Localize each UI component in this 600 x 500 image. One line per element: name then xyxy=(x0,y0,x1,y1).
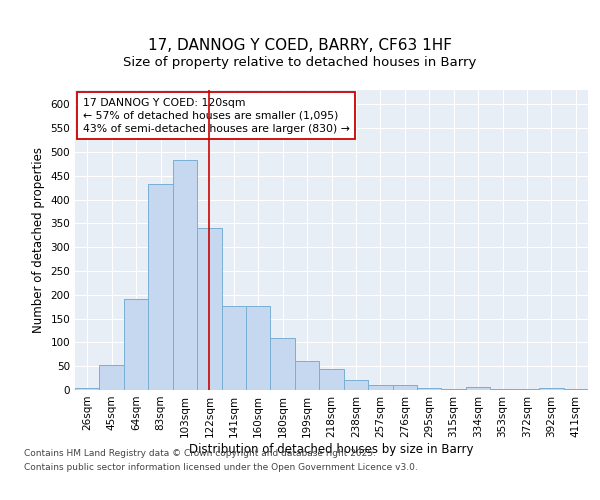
Bar xyxy=(221,306,246,390)
Bar xyxy=(563,389,588,390)
Bar xyxy=(246,306,271,390)
Bar xyxy=(197,228,221,390)
Bar xyxy=(392,385,417,390)
Y-axis label: Number of detached properties: Number of detached properties xyxy=(32,147,45,333)
Bar xyxy=(490,389,515,390)
Bar xyxy=(124,298,148,390)
Text: 17 DANNOG Y COED: 120sqm
← 57% of detached houses are smaller (1,095)
43% of sem: 17 DANNOG Y COED: 120sqm ← 57% of detach… xyxy=(83,98,350,134)
Text: Contains HM Land Registry data © Crown copyright and database right 2025.: Contains HM Land Registry data © Crown c… xyxy=(24,448,376,458)
Text: Size of property relative to detached houses in Barry: Size of property relative to detached ho… xyxy=(124,56,476,69)
Bar xyxy=(539,388,563,390)
Bar xyxy=(344,380,368,390)
Bar xyxy=(100,365,124,390)
Bar xyxy=(75,388,100,390)
Bar xyxy=(466,386,490,390)
Bar xyxy=(515,389,539,390)
Text: 17, DANNOG Y COED, BARRY, CF63 1HF: 17, DANNOG Y COED, BARRY, CF63 1HF xyxy=(148,38,452,52)
Bar xyxy=(442,389,466,390)
Bar xyxy=(319,368,344,390)
X-axis label: Distribution of detached houses by size in Barry: Distribution of detached houses by size … xyxy=(189,442,474,456)
Bar xyxy=(148,184,173,390)
Text: Contains public sector information licensed under the Open Government Licence v3: Contains public sector information licen… xyxy=(24,464,418,472)
Bar xyxy=(295,362,319,390)
Bar xyxy=(271,338,295,390)
Bar xyxy=(173,160,197,390)
Bar xyxy=(417,388,442,390)
Bar xyxy=(368,385,392,390)
